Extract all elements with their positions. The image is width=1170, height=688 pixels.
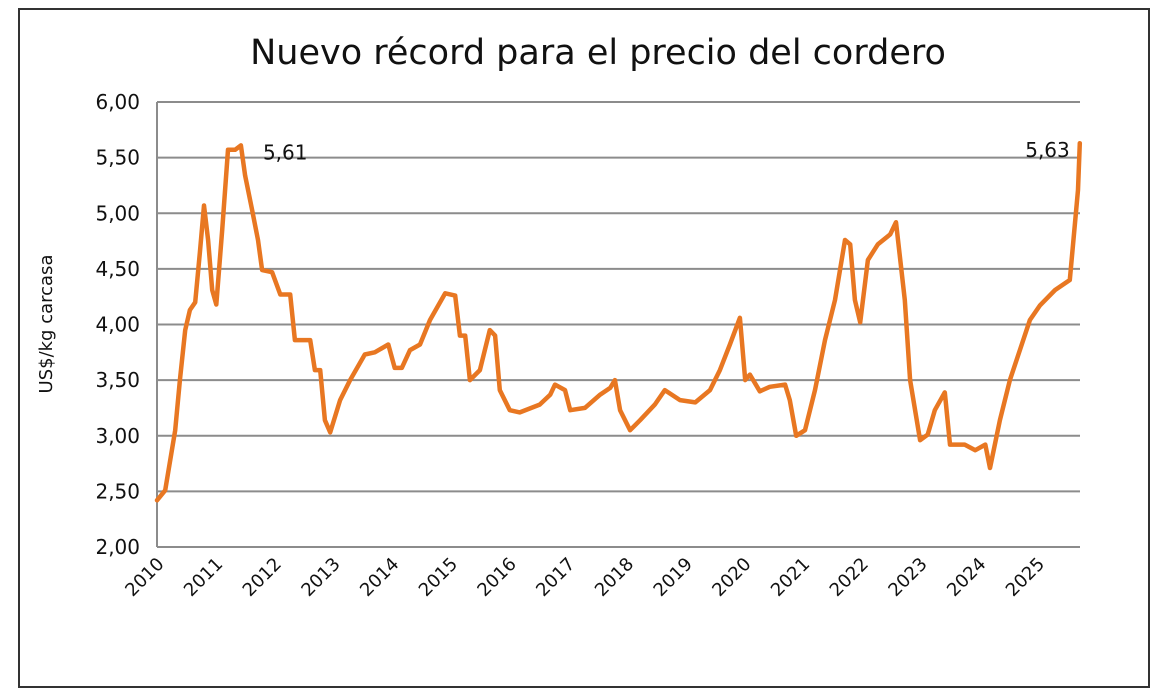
x-tick-label: 2021: [767, 554, 814, 601]
data-label: 5,63: [1025, 138, 1070, 162]
x-tick-label: 2012: [239, 554, 286, 601]
x-tick-label: 2014: [356, 554, 403, 601]
y-tick-label: 5,00: [95, 201, 140, 225]
x-tick-label: 2020: [708, 554, 755, 601]
y-tick-label: 3,00: [95, 424, 140, 448]
x-tick-label: 2018: [591, 554, 638, 601]
series-layer: [154, 140, 1083, 503]
y-axis-ticks: 2,00 2,50 3,00 3,50 4,00 4,50 5,00 5,50 6,00: [95, 90, 140, 559]
x-tick-label: 2019: [650, 554, 697, 601]
x-tick-label: 2017: [532, 554, 579, 601]
y-tick-label: 4,50: [95, 257, 140, 281]
annotations: 5,61 5,63: [263, 138, 1070, 164]
price-line: [154, 140, 1083, 503]
x-tick-label: 2011: [180, 554, 227, 601]
x-tick-label: 2023: [884, 554, 931, 601]
data-label: 5,61: [263, 140, 308, 164]
x-tick-label: 2013: [297, 554, 344, 601]
x-tick-label: 2016: [473, 554, 520, 601]
y-tick-label: 6,00: [95, 90, 140, 114]
x-axis-ticks: 2010 2011 2012 2013 2014 2015 2016 2017 2018 2019…: [121, 554, 1049, 601]
y-tick-label: 5,50: [95, 146, 140, 170]
x-tick-label: 2025: [1002, 554, 1049, 601]
x-tick-label: 2022: [826, 554, 873, 601]
x-tick-label: 2010: [121, 554, 168, 601]
y-axis-label: US$/kg carcasa: [36, 255, 57, 394]
x-tick-label: 2024: [943, 554, 990, 601]
line-chart: Nuevo récord para el precio del cordero …: [36, 33, 1083, 601]
chart-title: Nuevo récord para el precio del cordero: [250, 33, 946, 73]
y-tick-label: 3,50: [95, 368, 140, 392]
x-tick-label: 2015: [415, 554, 462, 601]
y-tick-label: 4,00: [95, 313, 140, 337]
y-tick-label: 2,50: [95, 479, 140, 503]
y-tick-label: 2,00: [95, 535, 140, 559]
